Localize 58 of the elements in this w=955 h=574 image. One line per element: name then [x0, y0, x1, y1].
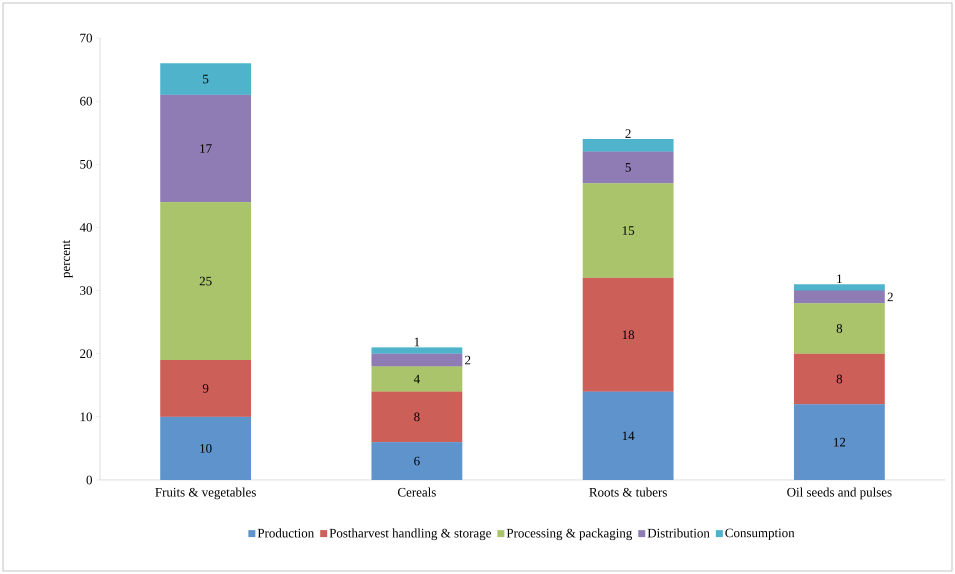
bar — [794, 354, 885, 404]
data-label: 8 — [836, 324, 842, 333]
bar — [582, 278, 674, 392]
y-axis-title: percent — [62, 240, 73, 278]
y-tick-label: 70 — [80, 34, 92, 42]
data-label: 17 — [200, 144, 212, 153]
bar — [582, 152, 674, 184]
bar — [371, 442, 462, 480]
data-label: 4 — [414, 374, 420, 384]
data-label: 8 — [836, 374, 842, 384]
bar — [794, 284, 885, 291]
bar — [582, 183, 674, 278]
data-label: 5 — [203, 74, 208, 84]
data-label: 1 — [414, 338, 420, 346]
y-tick-label: 30 — [80, 286, 92, 295]
bar — [371, 347, 462, 354]
y-tick-label: 0 — [86, 476, 92, 484]
x-tick-label: Cereals — [398, 488, 436, 497]
data-label: 8 — [414, 412, 420, 422]
data-label: 18 — [622, 330, 634, 340]
data-label: 6 — [414, 456, 420, 466]
bar — [582, 139, 674, 152]
legend-label: Consumption — [725, 528, 794, 540]
data-label: 10 — [200, 444, 212, 453]
legend-label: Production — [258, 528, 314, 538]
bar — [794, 303, 885, 354]
x-tick-label: Oil seeds and pulses — [787, 488, 892, 500]
legend-label: Postharvest handling & storage — [330, 528, 491, 540]
bar — [160, 416, 252, 480]
x-tick-label: Roots & tubers — [589, 488, 667, 497]
data-label: 12 — [834, 438, 846, 446]
bar — [371, 392, 462, 442]
legend-label: Processing & packaging — [506, 528, 632, 540]
data-label: 2 — [888, 292, 893, 302]
bar — [160, 94, 252, 202]
legend-label: Distribution — [648, 528, 710, 538]
y-tick-label: 60 — [80, 96, 92, 106]
bar — [160, 360, 252, 417]
y-tick-label: 20 — [80, 349, 92, 358]
y-tick-label: 10 — [80, 412, 92, 422]
data-label: 25 — [200, 276, 212, 286]
bar — [160, 202, 252, 360]
y-tick-label: 40 — [80, 223, 92, 232]
data-label: 2 — [465, 356, 470, 364]
data-label: 15 — [622, 226, 634, 235]
data-label: 9 — [202, 384, 208, 393]
data-label: 1 — [837, 274, 842, 284]
data-label: 14 — [622, 432, 634, 440]
x-tick-label: Fruits & vegetables — [155, 488, 256, 500]
bar — [794, 290, 885, 304]
bar — [160, 63, 252, 95]
y-tick-label: 50 — [80, 160, 92, 169]
bar — [582, 392, 674, 480]
bar — [794, 404, 885, 480]
data-label: 2 — [625, 129, 631, 138]
bar — [371, 366, 462, 392]
bar — [371, 354, 462, 366]
data-label: 5 — [626, 163, 631, 172]
